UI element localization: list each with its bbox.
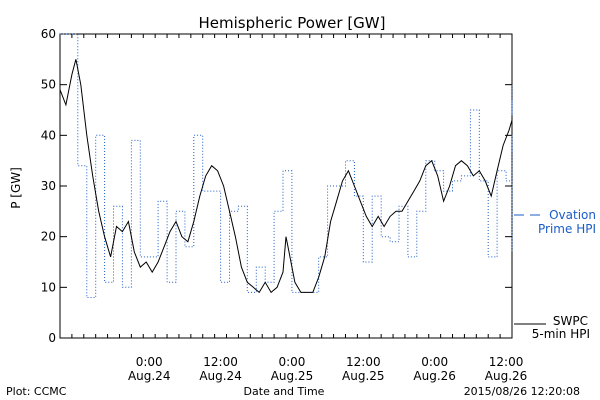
x-tick-label-2-date: Aug.25 — [271, 369, 314, 383]
x-tick-label-4-date: Aug.26 — [413, 369, 456, 383]
x-tick-label-0-date: Aug.24 — [128, 369, 171, 383]
y-tick-label-60: 60 — [41, 27, 56, 41]
x-tick-label-1-time: 12:00 — [203, 355, 238, 369]
y-tick-label-0: 0 — [48, 331, 56, 345]
x-tick-label-3-date: Aug.25 — [342, 369, 385, 383]
x-tick-label-4-time: 0:00 — [421, 355, 448, 369]
legend-swpc: SWPC 5-min HPI — [514, 314, 590, 341]
swpc-series-line — [59, 59, 513, 294]
plot-area — [59, 33, 513, 298]
plot-timestamp: 2015/08/26 12:20:08 — [464, 385, 580, 398]
x-tick-label-1-date: Aug.24 — [199, 369, 242, 383]
y-tick-label-10: 10 — [41, 280, 56, 294]
y-tick-label-50: 50 — [41, 78, 56, 92]
y-tick-label-20: 20 — [41, 230, 56, 244]
y-tick-label-40: 40 — [41, 128, 56, 142]
x-axis-label: Date and Time — [244, 385, 325, 398]
legend-ovation-prime: Ovation Prime HPI — [514, 208, 596, 236]
plot-source-label: Plot: CCMC — [6, 385, 67, 398]
legend-ovation-label-line2: Prime HPI — [538, 222, 596, 236]
chart-title: Hemispheric Power [GW] — [199, 14, 386, 32]
x-tick-label-5-time: 12:00 — [489, 355, 524, 369]
legend-ovation-label-line1: Ovation — [549, 208, 596, 222]
y-axis: 0 10 20 30 40 50 60 — [41, 27, 512, 345]
legend-swpc-label-line1: SWPC — [553, 314, 588, 328]
plot-frame — [59, 33, 513, 339]
x-axis: 0:00Aug.2412:00Aug.240:00Aug.2512:00Aug.… — [59, 34, 528, 383]
y-tick-label-30: 30 — [41, 179, 56, 193]
legend-swpc-label-line2: 5-min HPI — [532, 327, 590, 341]
x-tick-label-0-time: 0:00 — [136, 355, 163, 369]
ovation-prime-series-line — [60, 33, 513, 298]
x-tick-label-5-date: Aug.26 — [485, 369, 528, 383]
x-tick-label-2-time: 0:00 — [278, 355, 305, 369]
x-tick-label-3-time: 12:00 — [346, 355, 381, 369]
y-axis-label: P [GW] — [9, 167, 23, 209]
